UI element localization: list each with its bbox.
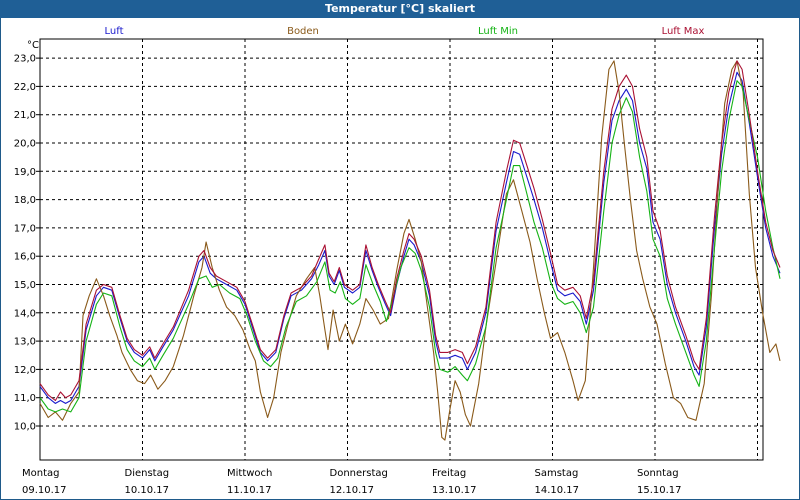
y-axis-label: °C <box>27 40 39 51</box>
x-tick-day-label: Mittwoch <box>227 468 272 479</box>
y-tick-label: 14,0 <box>14 308 36 319</box>
y-tick-label: 12,0 <box>14 365 36 376</box>
y-tick-label: 17,0 <box>14 223 36 234</box>
series-line-luft <box>39 71 781 404</box>
x-tick-date-label: 14.10.17 <box>535 485 580 496</box>
x-tick-day-label: Montag <box>22 468 59 479</box>
legend-entry-luft: Luft <box>105 26 124 37</box>
y-tick-label: 13,0 <box>14 337 36 348</box>
x-tick-day-label: Freitag <box>432 468 466 479</box>
y-tick-label: 23,0 <box>14 54 36 65</box>
y-tick-label: 18,0 <box>14 195 36 206</box>
y-tick-label: 19,0 <box>14 167 36 178</box>
plot-area-border <box>39 38 764 461</box>
series-lines <box>39 60 781 441</box>
x-tick-day-label: Sonntag <box>637 468 679 479</box>
x-tick-date-label: 10.10.17 <box>125 485 170 496</box>
grid <box>40 39 763 460</box>
x-tick-date-label: 15.10.17 <box>637 485 682 496</box>
y-tick-label: 21,0 <box>14 110 36 121</box>
x-tick-day-label: Samstag <box>535 468 579 479</box>
x-tick-day-label: Dienstag <box>125 468 170 479</box>
series-line-luft-min <box>39 80 781 413</box>
legend-entry-luft-max: Luft Max <box>662 26 705 37</box>
y-tick-label: 22,0 <box>14 82 36 93</box>
chart-title: Temperatur [°C] skaliert <box>0 0 800 18</box>
axis-labels: 10,0 11,0 12,0 13,0 14,0 15,0 16,0 17,0 18,0 19,0… <box>14 40 682 496</box>
x-tick-date-label: 09.10.17 <box>22 485 67 496</box>
legend-entry-luft-min: Luft Min <box>478 26 518 37</box>
x-tick-day-label: Donnerstag <box>330 468 388 479</box>
y-tick-label: 20,0 <box>14 139 36 150</box>
series-line-boden <box>39 60 781 441</box>
x-tick-date-label: 13.10.17 <box>432 485 477 496</box>
y-tick-label: 11,0 <box>14 393 36 404</box>
y-tick-label: 16,0 <box>14 252 36 263</box>
series-line-luft-max <box>39 60 781 402</box>
x-tick-date-label: 11.10.17 <box>227 485 272 496</box>
y-tick-label: 10,0 <box>14 422 36 433</box>
legend: Luft Boden Luft Min Luft Max <box>105 26 705 37</box>
legend-entry-boden: Boden <box>287 26 319 37</box>
axes <box>36 38 764 461</box>
x-tick-date-label: 12.10.17 <box>330 485 375 496</box>
y-tick-label: 15,0 <box>14 280 36 291</box>
